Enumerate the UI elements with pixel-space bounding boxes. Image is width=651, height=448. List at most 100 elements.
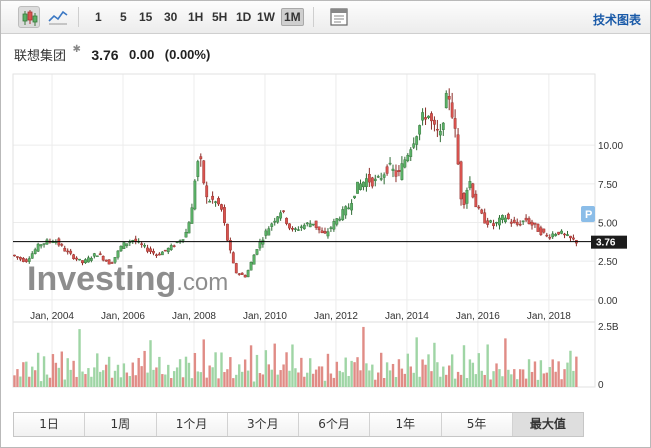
volume-bar [78, 329, 81, 387]
volume-bar [448, 365, 451, 387]
candle-body [24, 259, 28, 262]
volume-bar [362, 326, 365, 387]
settings-gear-icon[interactable]: ✱ [72, 44, 81, 55]
volume-bar [175, 367, 179, 387]
candle-body [353, 195, 356, 199]
interval-1[interactable]: 1 [95, 10, 102, 24]
interval-30[interactable]: 30 [164, 10, 178, 24]
volume-bar [291, 344, 294, 387]
candle-body [270, 223, 274, 227]
candle-body [415, 136, 419, 145]
candle-body [81, 260, 84, 264]
candle-body [220, 204, 223, 210]
candle-body [116, 250, 120, 258]
volume-bar [317, 366, 321, 387]
interval-1w[interactable]: 1W [257, 10, 275, 24]
line-chart-icon[interactable] [47, 6, 69, 28]
volume-max-label: 2.5B [598, 322, 619, 333]
candle-body [226, 223, 229, 241]
volume-bar [143, 350, 146, 387]
candle-body [385, 166, 389, 174]
volume-bar [421, 359, 424, 387]
volume-bar [459, 374, 463, 387]
candle-body [480, 209, 484, 214]
volume-bar [391, 363, 395, 387]
volume-bar [51, 354, 55, 387]
candle-body [160, 251, 164, 256]
volume-bar [285, 352, 288, 387]
interval-1d[interactable]: 1D [236, 10, 252, 24]
candlestick-icon[interactable] [18, 6, 40, 28]
candle-body [42, 243, 46, 245]
range-1-month[interactable]: 1个月 [157, 413, 228, 436]
volume-bar [140, 366, 143, 387]
candle-body [486, 220, 490, 225]
candle-body [92, 253, 96, 257]
candle-body [69, 250, 73, 254]
candle-body [228, 240, 232, 251]
range-6-months[interactable]: 6个月 [299, 413, 371, 436]
event-marker-label: P [585, 209, 592, 221]
last-price: 3.76 [91, 46, 119, 63]
candle-body [311, 223, 315, 226]
candle-body [211, 195, 215, 200]
candle-body [326, 231, 330, 237]
interval-1m[interactable]: 1M [281, 8, 304, 26]
range-1-day[interactable]: 1日 [14, 413, 86, 436]
candle-body [557, 231, 561, 235]
candle-body [72, 254, 76, 260]
event-marker[interactable]: P [581, 206, 595, 222]
range-max[interactable]: 最大值 [512, 413, 583, 436]
technical-chart-link[interactable]: 技术图表 [592, 13, 641, 27]
panel-icon[interactable] [328, 6, 350, 28]
interval-5[interactable]: 5 [120, 10, 127, 24]
volume-bar [480, 370, 483, 387]
volume-bar [131, 362, 134, 387]
volume-bar [521, 369, 525, 387]
candle-body [394, 170, 398, 177]
volume-bar [563, 369, 566, 387]
range-3-months[interactable]: 3个月 [228, 413, 299, 436]
candle-body [234, 263, 238, 274]
volume-bar [300, 357, 303, 387]
volume-bar [57, 367, 61, 387]
candle-body [572, 237, 575, 240]
volume-bar [181, 377, 185, 387]
volume-bar [214, 352, 217, 387]
volume-bar [297, 372, 300, 387]
volume-bar [128, 376, 132, 387]
candle-body [255, 249, 259, 255]
volume-bar [430, 371, 433, 387]
candle-body [146, 247, 149, 252]
interval-15[interactable]: 15 [139, 10, 153, 24]
volume-bar [335, 361, 339, 387]
volume-axis: 2.5B 0 [598, 322, 619, 391]
volume-bar [229, 357, 232, 387]
volume-bar [572, 370, 575, 387]
candle-body [421, 112, 424, 121]
volume-bar [371, 364, 374, 387]
candle-body [332, 221, 336, 230]
range-5-years[interactable]: 5年 [442, 413, 513, 436]
volume-bar [379, 352, 383, 387]
range-1-week[interactable]: 1周 [85, 413, 157, 436]
candle-body [477, 206, 481, 209]
chart-grid [12, 73, 596, 388]
candle-body [190, 207, 194, 224]
volume-bar [311, 373, 315, 387]
volume-bar [453, 378, 457, 387]
volume-bar [341, 372, 344, 387]
volume-bar [249, 345, 253, 387]
volume-bar [235, 374, 238, 387]
interval-5h[interactable]: 5H [212, 10, 228, 24]
interval-1h[interactable]: 1H [188, 10, 204, 24]
volume-bar [96, 353, 99, 387]
volume-bar [545, 372, 548, 387]
volume-bar [436, 362, 439, 387]
volume-bar [575, 356, 578, 387]
range-1-year[interactable]: 1年 [370, 413, 442, 436]
candle-body [438, 130, 442, 136]
volume-bar [516, 379, 519, 387]
y-tick-label: 7.50 [598, 180, 618, 191]
